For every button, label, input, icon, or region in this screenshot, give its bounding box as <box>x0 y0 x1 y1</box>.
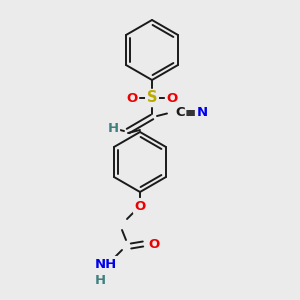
Text: H: H <box>94 274 106 286</box>
Text: C: C <box>175 106 185 119</box>
Text: NH: NH <box>95 257 117 271</box>
Text: S: S <box>147 91 157 106</box>
Text: O: O <box>148 238 160 250</box>
Text: O: O <box>134 200 146 212</box>
Text: N: N <box>196 106 208 119</box>
Text: O: O <box>167 92 178 104</box>
Text: O: O <box>126 92 138 104</box>
Text: H: H <box>107 122 118 136</box>
